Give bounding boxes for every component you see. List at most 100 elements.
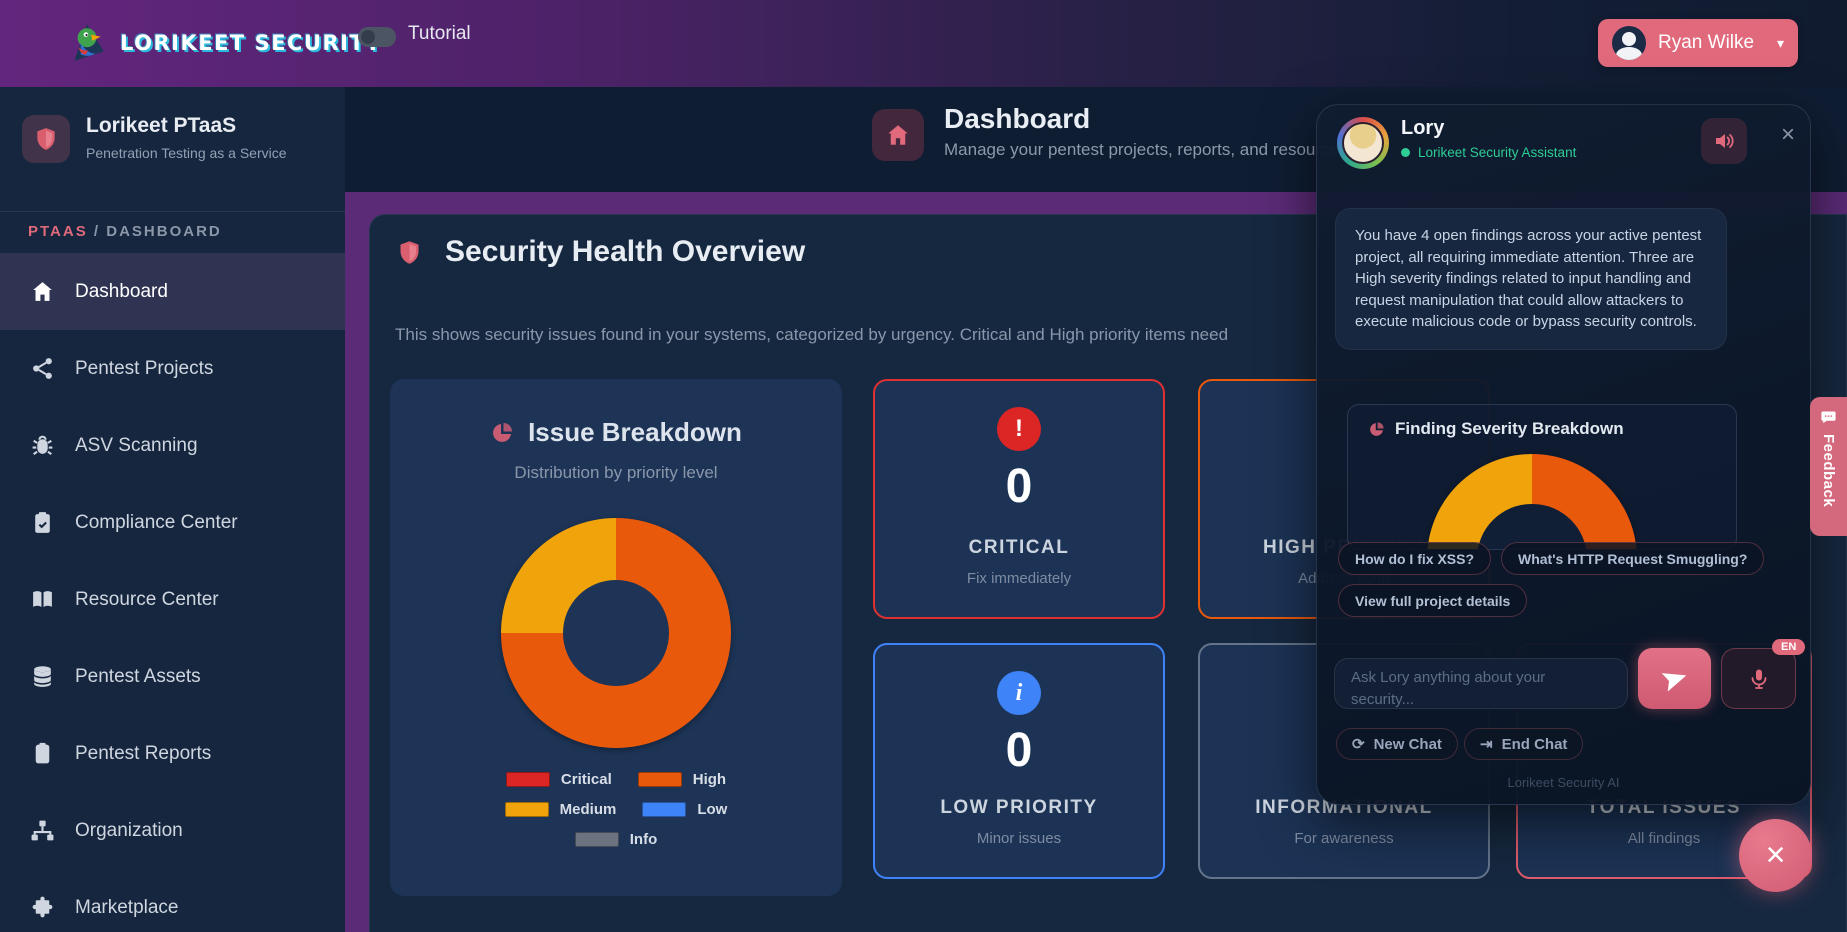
sidebar-item-pentest-assets[interactable]: Pentest Assets [0, 638, 345, 715]
assistant-role: Lorikeet Security Assistant [1418, 145, 1577, 160]
close-icon: × [1765, 836, 1786, 874]
quick-action-fix-xss[interactable]: How do I fix XSS? [1338, 542, 1492, 575]
issue-breakdown-title: Issue Breakdown [528, 417, 742, 447]
assistant-footer-note: Lorikeet Security AI [1507, 775, 1620, 790]
legend-swatch-critical [505, 772, 550, 787]
finding-severity-donut-chart [1427, 454, 1637, 549]
product-title: Lorikeet PTaaS [86, 114, 237, 137]
share-nodes-icon [33, 358, 52, 379]
end-chat-button[interactable]: ⇥ End Chat [1464, 728, 1584, 760]
assistant-avatar [1337, 117, 1389, 169]
close-assistant-fab[interactable]: × [1739, 819, 1812, 892]
finding-severity-card: Finding Severity Breakdown [1347, 404, 1737, 550]
language-badge: EN [1772, 639, 1806, 655]
voice-toggle-button[interactable] [1701, 118, 1747, 164]
quick-action-project-details[interactable]: View full project details [1338, 584, 1528, 617]
assistant-name: Lory [1401, 117, 1445, 139]
assistant-status: Lorikeet Security Assistant [1401, 145, 1576, 160]
assistant-message: You have 4 open findings across your act… [1335, 208, 1727, 350]
sidebar-nav: Dashboard Pentest Projects ASV Scanning … [0, 253, 345, 932]
microphone-button[interactable] [1721, 648, 1796, 709]
brand-logo[interactable]: LORIKEET SECURITY [66, 22, 382, 64]
finding-severity-title: Finding Severity Breakdown [1395, 419, 1624, 438]
legend-swatch-medium [504, 802, 549, 817]
legend-swatch-low [642, 802, 687, 817]
low-count: 0 [1005, 724, 1033, 777]
overview-description: This shows security issues found in your… [395, 325, 1229, 344]
shield-badge [22, 115, 70, 163]
low-label: LOW PRIORITY [940, 797, 1098, 818]
close-icon[interactable]: × [1780, 121, 1795, 148]
book-open-icon [33, 591, 52, 608]
clipboard-check-icon [35, 512, 50, 533]
sidebar-item-organization[interactable]: Organization [0, 792, 345, 869]
critical-count: 0 [1005, 460, 1033, 513]
parrot-logo-icon [74, 24, 104, 61]
tutorial-label: Tutorial [408, 23, 471, 44]
informational-description: For awareness [1294, 830, 1394, 847]
sidebar-item-asv-scanning[interactable]: ASV Scanning [0, 407, 345, 484]
overview-title: Security Health Overview [445, 235, 806, 268]
product-subtitle: Penetration Testing as a Service [86, 145, 287, 161]
legend-item: High [637, 771, 726, 788]
low-description: Minor issues [976, 830, 1062, 847]
exclamation-icon: ! [997, 407, 1041, 451]
sidebar-item-compliance-center[interactable]: Compliance Center [0, 484, 345, 561]
dashboard-home-icon [872, 109, 924, 161]
quick-action-http-smuggling[interactable]: What's HTTP Request Smuggling? [1501, 542, 1765, 575]
user-avatar [1612, 26, 1646, 60]
pie-chart-icon [1370, 421, 1384, 436]
refresh-icon: ⟳ [1352, 736, 1365, 753]
assistant-chat-panel: Lory Lorikeet Security Assistant × You h… [1316, 104, 1811, 805]
total-description: All findings [1627, 830, 1701, 847]
home-icon [33, 282, 52, 301]
sidebar-item-marketplace[interactable]: Marketplace [0, 869, 345, 932]
avatar-face [1342, 122, 1384, 164]
page-subtitle: Manage your pentest projects, reports, a… [944, 140, 1348, 159]
legend-swatch-high [637, 772, 682, 787]
sidebar: Lorikeet PTaaS Penetration Testing as a … [0, 87, 345, 932]
sitemap-icon [31, 820, 54, 841]
issue-breakdown-card: Issue Breakdown Distribution by priority… [390, 379, 842, 896]
new-chat-button[interactable]: ⟳ New Chat [1336, 728, 1458, 760]
sidebar-item-resource-center[interactable]: Resource Center [0, 561, 345, 638]
critical-description: Fix immediately [966, 570, 1072, 587]
legend-item: Critical [505, 771, 612, 788]
pie-chart-icon [493, 422, 513, 442]
shield-icon [400, 240, 419, 264]
speaker-icon [1716, 134, 1734, 148]
feedback-tab[interactable]: Feedback [1810, 397, 1847, 536]
user-menu-button[interactable]: Ryan Wilke ▾ [1598, 19, 1798, 67]
send-button[interactable] [1638, 648, 1711, 709]
legend-item: Medium [504, 801, 616, 818]
online-status-dot [1401, 148, 1410, 157]
shield-icon [37, 128, 55, 150]
chat-input[interactable] [1334, 658, 1628, 709]
home-icon [888, 125, 908, 145]
legend-item: Info [574, 831, 657, 848]
critical-metric-card: ! 0 CRITICAL Fix immediately [873, 379, 1165, 619]
chat-bubble-icon [1821, 411, 1836, 424]
info-icon: i [997, 671, 1041, 715]
page-title: Dashboard [944, 103, 1091, 134]
bug-icon [32, 435, 53, 456]
top-bar: LORIKEET SECURITY Tutorial Ryan Wilke ▾ [0, 0, 1847, 87]
chevron-down-icon: ▾ [1776, 34, 1784, 51]
issue-breakdown-donut-chart [501, 518, 731, 748]
user-name: Ryan Wilke [1658, 32, 1755, 53]
sidebar-item-dashboard[interactable]: Dashboard [0, 253, 345, 330]
tutorial-toggle[interactable] [358, 27, 396, 47]
database-icon [34, 666, 51, 687]
sidebar-item-pentest-reports[interactable]: Pentest Reports [0, 715, 345, 792]
toggle-knob [361, 30, 375, 44]
breadcrumb: PTAAS / DASHBOARD [28, 223, 222, 240]
low-priority-metric-card: i 0 LOW PRIORITY Minor issues [873, 643, 1165, 879]
critical-label: CRITICAL [968, 537, 1070, 558]
report-icon [35, 742, 50, 764]
chart-legend: Critical High Medium Low [390, 771, 842, 848]
brand-name: LORIKEET SECURITY [120, 31, 383, 55]
product-brand: Lorikeet PTaaS Penetration Testing as a … [0, 87, 345, 212]
paper-plane-icon [1661, 672, 1686, 692]
sidebar-item-pentest-projects[interactable]: Pentest Projects [0, 330, 345, 407]
